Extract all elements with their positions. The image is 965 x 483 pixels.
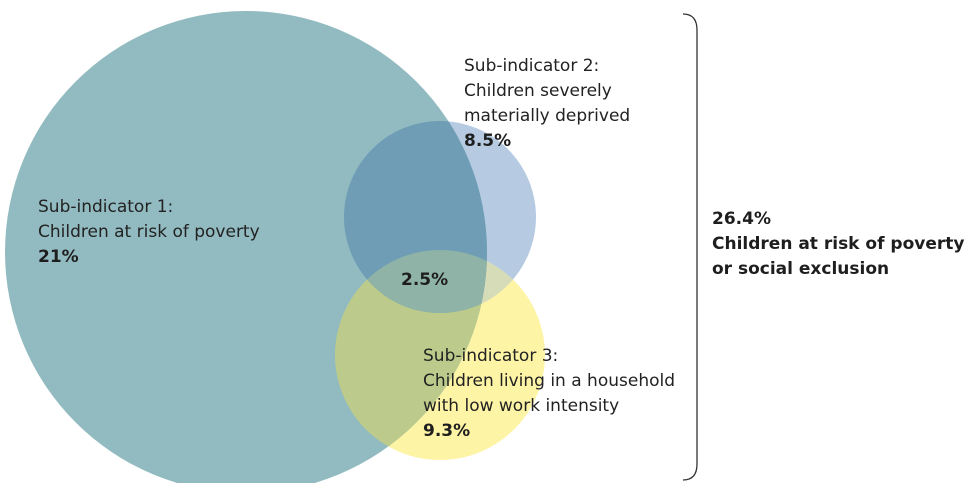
- overlap-c1-c3: [335, 250, 487, 460]
- sub-indicator-3-description-line-2: with low work intensity: [423, 396, 620, 416]
- total-label: 26.4% Children at risk of poverty or soc…: [712, 207, 964, 282]
- overlap-value: 2.5%: [401, 270, 449, 290]
- sub-indicator-1-title: Sub-indicator 1:: [38, 197, 174, 217]
- total-brace: [682, 13, 698, 481]
- sub-indicator-2-description-line-1: Children severely: [464, 81, 612, 101]
- sub-indicator-1-label: Sub-indicator 1: Children at risk of pov…: [38, 195, 260, 270]
- sub-indicator-3-value: 9.3%: [423, 421, 471, 441]
- total-label-line-2: or social exclusion: [712, 259, 890, 279]
- sub-indicator-3-label: Sub-indicator 3: Children living in a ho…: [423, 344, 675, 444]
- sub-indicator-3-description-line-1: Children living in a household: [423, 371, 676, 391]
- total-value: 26.4%: [712, 209, 771, 229]
- sub-indicator-2-description-line-2: materially deprived: [464, 106, 631, 126]
- sub-indicator-1-description: Children at risk of poverty: [38, 222, 260, 242]
- sub-indicator-2-value: 8.5%: [464, 131, 512, 151]
- overlap-c1-c2-c3: [344, 250, 487, 313]
- sub-indicator-1-value: 21%: [38, 247, 79, 267]
- sub-indicator-2-title: Sub-indicator 2:: [464, 56, 600, 76]
- total-label-line-1: Children at risk of poverty: [712, 234, 965, 254]
- sub-indicator-3-title: Sub-indicator 3:: [423, 346, 559, 366]
- sub-indicator-2-label: Sub-indicator 2: Children severely mater…: [464, 54, 630, 154]
